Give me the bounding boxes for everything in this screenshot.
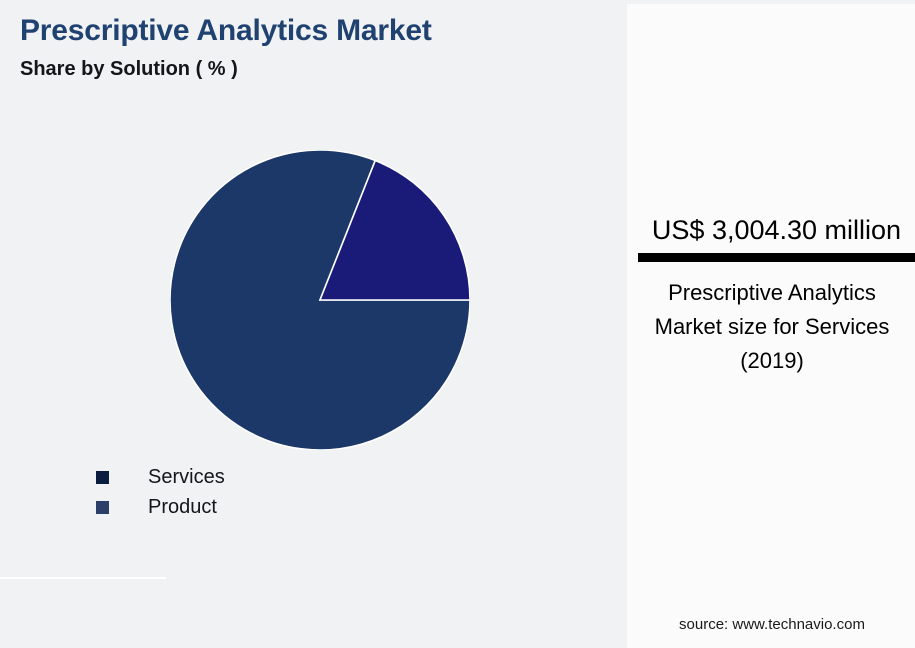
- legend-label-services: Services: [148, 466, 225, 488]
- chart-panel: Prescriptive Analytics Market Share by S…: [0, 14, 470, 579]
- pie-chart: [170, 150, 470, 450]
- page-subtitle: Share by Solution ( % ): [20, 58, 238, 80]
- callout-value: US$ 3,004.30 million: [651, 215, 902, 245]
- source-note: source: www.technavio.com: [679, 616, 865, 633]
- pie-chart-svg: [170, 150, 470, 450]
- callout-divider-bar: [638, 253, 915, 262]
- callout-description: Prescriptive Analytics Market size for S…: [654, 280, 890, 373]
- legend-item-product[interactable]: Product: [96, 492, 225, 522]
- page-title: Prescriptive Analytics Market: [20, 14, 432, 47]
- legend-label-product: Product: [148, 496, 217, 518]
- chart-legend: Services Product: [96, 462, 225, 522]
- baseline-divider: [0, 577, 166, 579]
- pie-slice-product[interactable]: [318, 159, 470, 301]
- callout-panel: US$ 3,004.30 million Prescriptive Analyt…: [627, 4, 915, 648]
- legend-swatch-product: [96, 500, 109, 514]
- legend-item-services[interactable]: Services: [96, 462, 225, 492]
- legend-swatch-services: [96, 470, 109, 484]
